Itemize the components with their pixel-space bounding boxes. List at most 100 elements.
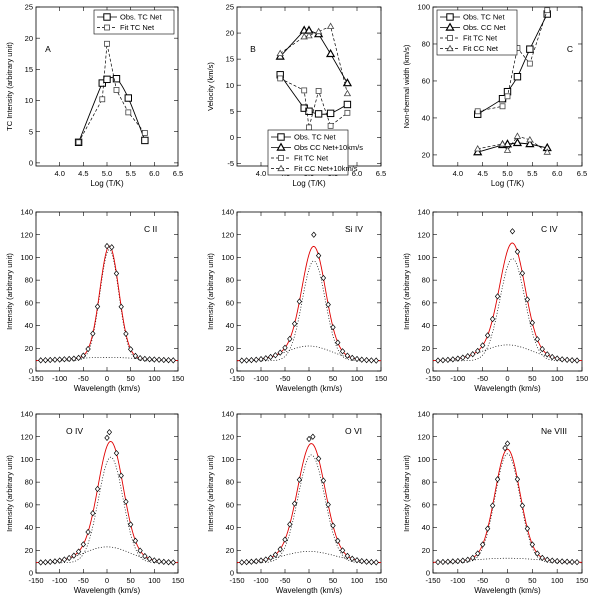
observed-point: [71, 552, 77, 559]
observed-point: [71, 355, 77, 362]
observed-point: [524, 525, 531, 532]
plot-frame: [432, 211, 583, 372]
observed-point: [109, 244, 115, 251]
legend-marker: [447, 35, 453, 41]
x-tick-label: 100: [148, 374, 161, 383]
observed-point: [132, 537, 139, 544]
observed-point: [549, 353, 555, 361]
x-tick-label: 50: [329, 576, 337, 585]
data-point: [112, 75, 121, 83]
y-tick-label: 100: [221, 253, 234, 262]
observed-point: [450, 558, 456, 565]
x-tick-label: 150: [375, 576, 388, 585]
x-axis-label: Log (T/K): [292, 179, 326, 188]
x-tick-label: 4.5: [477, 169, 487, 178]
y-axis-label: Intensity (arbitrary unit): [5, 253, 14, 330]
x-tick-label: 5.0: [102, 169, 112, 178]
observed-point: [564, 558, 570, 565]
plot-frame: [35, 211, 179, 372]
observed-point: [47, 356, 53, 364]
x-tick-label: 100: [351, 374, 364, 383]
ion-label: Si IV: [345, 224, 363, 234]
y-tick-label: 5: [29, 127, 33, 136]
data-point: [513, 73, 522, 81]
y-tick-label: 60: [226, 500, 234, 509]
y-tick-label: 15: [25, 65, 33, 74]
y-tick-label: 0: [29, 158, 33, 167]
x-tick-label: -50: [280, 576, 291, 585]
observed-point: [42, 357, 49, 364]
x-tick-label: 100: [148, 576, 161, 585]
observed-point: [272, 551, 279, 558]
series-line: [78, 76, 146, 143]
x-tick-label: 0: [505, 576, 509, 585]
panel-CIV: -150 -100 -50 0 50 100 150 0 20 40 60 80 100 120 140 Wa…: [402, 208, 588, 393]
data-point: [343, 100, 352, 109]
observed-point: [170, 559, 176, 566]
series-line: [280, 78, 348, 128]
legend-marker: [103, 13, 111, 21]
data-point: [75, 139, 82, 146]
data-point: [301, 87, 308, 94]
x-tick-label: 6.0: [352, 169, 362, 178]
y-tick-label: 20: [25, 344, 33, 353]
observed-point: [57, 356, 63, 363]
data-point: [314, 27, 323, 35]
y-tick-label: 100: [221, 455, 234, 464]
data-point: [113, 87, 120, 93]
panel-OVI: -150 -100 -50 0 50 100 150 0 20 40 60 80 100 120 140 Wa…: [206, 410, 387, 595]
y-tick-label: 0: [29, 367, 33, 376]
observed-point: [335, 537, 341, 544]
y-tick-label: 40: [226, 321, 234, 330]
data-point: [306, 124, 312, 131]
x-tick-label: 100: [551, 374, 564, 383]
x-tick-label: 50: [126, 374, 134, 383]
data-point: [327, 122, 334, 129]
observed-point: [291, 500, 298, 507]
observed-point: [339, 348, 346, 355]
series-0: [74, 75, 149, 147]
x-tick-label: 100: [351, 576, 364, 585]
data-point: [474, 145, 482, 152]
observed-point: [142, 552, 148, 560]
observed-point: [445, 356, 451, 364]
observed-point: [94, 303, 101, 310]
observed-point: [123, 498, 129, 505]
x-tick-label: -100: [450, 374, 465, 383]
y-tick-label: 100: [20, 455, 33, 464]
observed-point: [61, 556, 68, 563]
ion-label: C II: [144, 224, 157, 234]
data-point: [99, 96, 106, 103]
observed-point: [239, 357, 245, 364]
observed-point: [113, 450, 120, 457]
data-point: [526, 135, 534, 143]
data-point: [498, 140, 507, 147]
series-1: [275, 25, 353, 87]
y-axis-label: Intensity (arbitrary unit): [402, 253, 411, 330]
observed-point: [306, 435, 312, 443]
observed-point: [470, 351, 476, 358]
y-tick-label: -5: [227, 159, 234, 168]
x-tick-label: 6.0: [149, 169, 159, 178]
y-tick-label: 0: [230, 133, 234, 142]
observed-point: [320, 477, 327, 484]
y-tick-label: 20: [422, 151, 430, 160]
series-1: [75, 40, 148, 146]
observed-point: [494, 293, 501, 300]
y-tick-label: 25: [25, 3, 33, 12]
observed-point: [61, 356, 68, 363]
observed-point: [344, 552, 351, 559]
observed-point: [296, 298, 303, 305]
series-0: [474, 10, 551, 118]
observed-point: [539, 554, 545, 562]
y-axis-label: Intensity (arbitrary unit): [206, 253, 215, 330]
observed-point: [277, 546, 283, 553]
observed-point: [465, 353, 471, 360]
y-tick-label: 140: [221, 410, 234, 419]
data-point: [342, 78, 353, 87]
legend-label: Obs. CC Net: [463, 23, 506, 32]
observed-point: [80, 352, 86, 359]
y-tick-label: 120: [417, 230, 430, 239]
legend-entry: Obs. TC Net: [97, 13, 162, 22]
data-point: [141, 136, 149, 145]
